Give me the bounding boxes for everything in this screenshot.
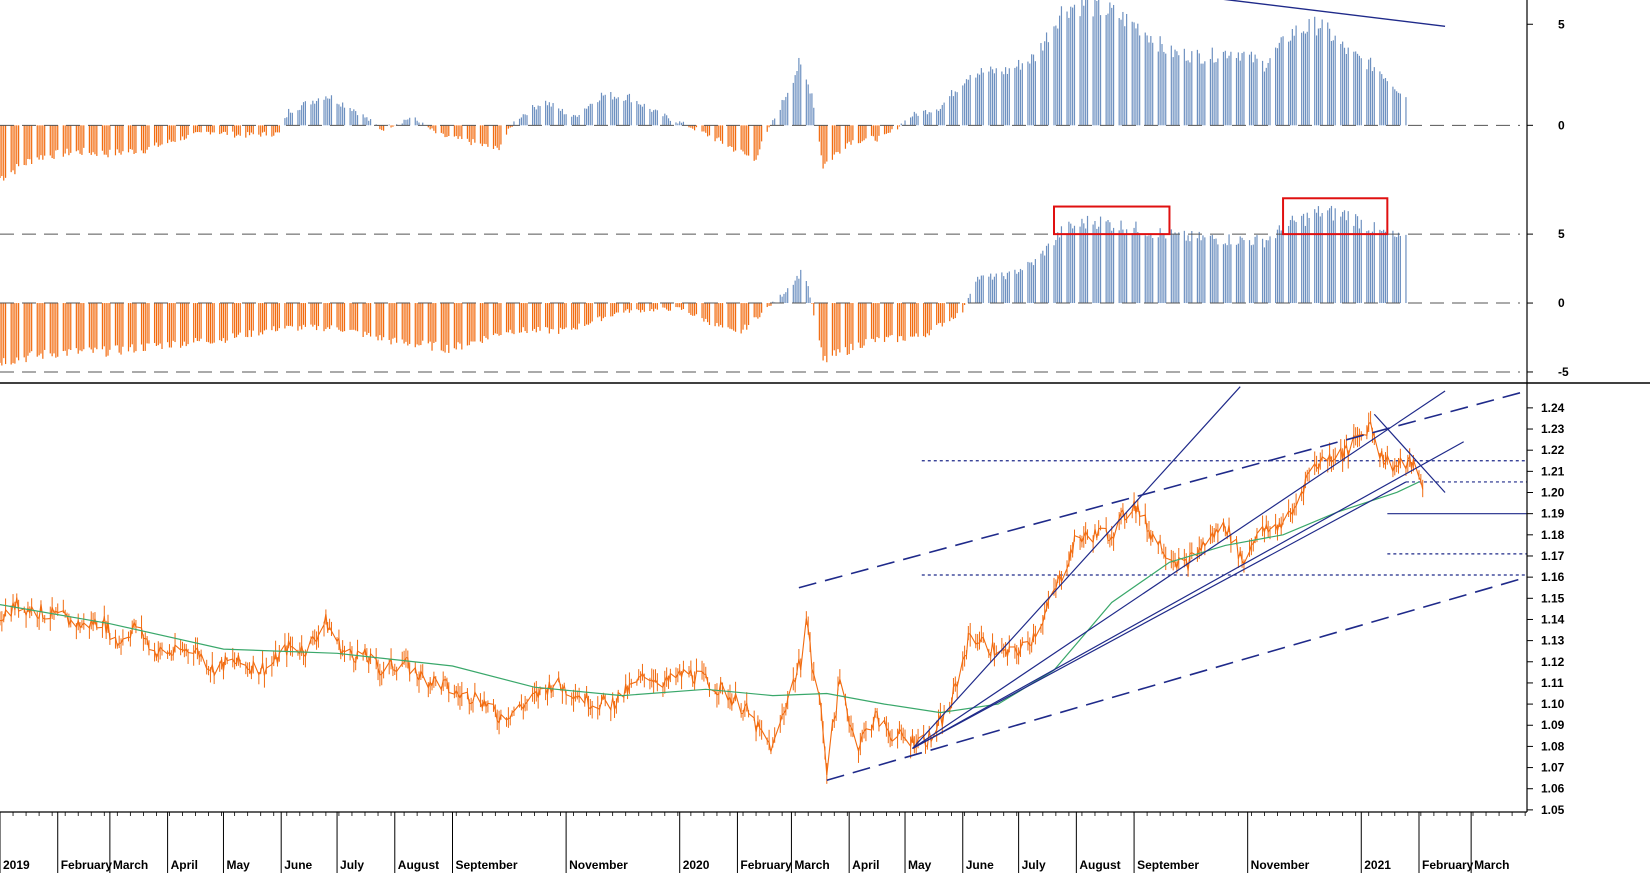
- middle-oscillator-panel: 5 0 -5: [0, 197, 1569, 379]
- month-label: June: [284, 858, 312, 872]
- price-tick-label: 1.12: [1541, 655, 1565, 669]
- price-tick-label: 1.20: [1541, 486, 1565, 500]
- price-trendline: [912, 481, 1407, 750]
- month-label: February: [740, 858, 792, 872]
- month-label: June: [966, 858, 994, 872]
- price-panel: 1.24 1.23 1.22 1.21 1.20 1.19 1.18 1.17 1.16 1.15…: [0, 382, 1650, 817]
- month-label: November: [1251, 858, 1310, 872]
- top-oscillator-panel: 50: [0, 0, 1565, 181]
- month-label: July: [1022, 858, 1046, 872]
- month-label: 2020: [683, 858, 710, 872]
- price-trendline: [1373, 413, 1446, 493]
- price-trendline: [912, 390, 1446, 750]
- price-tick-label: 1.13: [1541, 634, 1565, 648]
- price-tick-label: 1.11: [1541, 676, 1564, 690]
- price-tick-label: 1.21: [1541, 464, 1565, 478]
- month-label: August: [398, 858, 439, 872]
- price-trendline: [826, 576, 1528, 782]
- price-trendline: [912, 441, 1464, 750]
- highlight-box: [1053, 205, 1171, 236]
- month-label: May: [908, 858, 932, 872]
- price-tick-label: 1.24: [1541, 401, 1565, 415]
- highlight-box: [1282, 197, 1389, 236]
- price-tick-label: 1.08: [1541, 739, 1565, 753]
- month-label: February: [61, 858, 113, 872]
- price-tick-label: 1.06: [1541, 782, 1565, 796]
- price-tick-label: 1.09: [1541, 718, 1565, 732]
- middle-oscillator-tick-label: 5: [1558, 227, 1565, 241]
- month-label: July: [340, 858, 364, 872]
- price-tick-label: 1.16: [1541, 570, 1565, 584]
- price-tick-label: 1.05: [1541, 803, 1565, 817]
- month-label: November: [569, 858, 628, 872]
- month-label: August: [1079, 858, 1120, 872]
- month-label: May: [226, 858, 250, 872]
- month-label: September: [1137, 858, 1199, 872]
- price-tick-label: 1.23: [1541, 422, 1565, 436]
- price-tick-label: 1.07: [1541, 761, 1565, 775]
- price-line: [0, 421, 1424, 775]
- month-label: March: [1474, 858, 1509, 872]
- price-tick-label: 1.17: [1541, 549, 1565, 563]
- month-label: February: [1422, 858, 1474, 872]
- price-tick-label: 1.14: [1541, 612, 1565, 626]
- month-label: April: [852, 858, 879, 872]
- top-oscillator-tick-label: 0: [1558, 118, 1565, 132]
- month-label: March: [113, 858, 148, 872]
- top-oscillator-trendline: [1223, 0, 1446, 27]
- middle-oscillator-tick-label: -5: [1558, 365, 1569, 379]
- price-tick-label: 1.15: [1541, 591, 1565, 605]
- month-label: April: [171, 858, 198, 872]
- price-tick-label: 1.10: [1541, 697, 1565, 711]
- price-tick-label: 1.22: [1541, 443, 1565, 457]
- price-trendline: [912, 386, 1241, 749]
- price-tick-label: 1.18: [1541, 528, 1565, 542]
- month-label: 2021: [1364, 858, 1391, 872]
- middle-oscillator-tick-label: 0: [1558, 296, 1565, 310]
- month-label: 2019: [3, 858, 30, 872]
- axes: 2019 February March April May June July August S…: [0, 0, 1528, 873]
- price-tick-label: 1.19: [1541, 507, 1565, 521]
- moving-average-line: [0, 481, 1420, 714]
- price-trendline: [798, 390, 1528, 589]
- top-oscillator-tick-label: 5: [1558, 17, 1565, 31]
- month-label: September: [456, 858, 518, 872]
- month-label: March: [794, 858, 829, 872]
